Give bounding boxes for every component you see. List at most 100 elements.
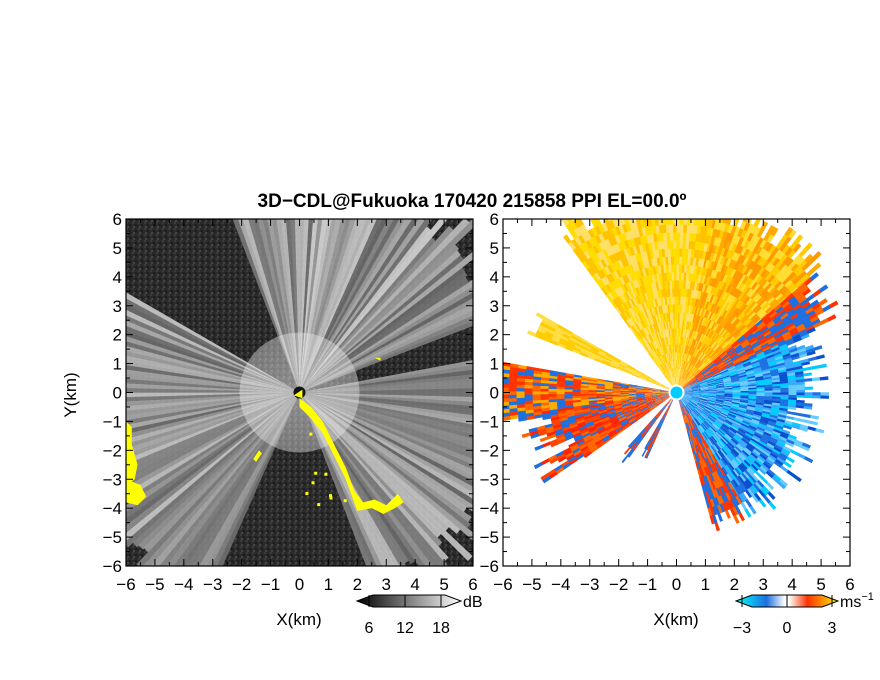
velocity-cell — [796, 389, 805, 393]
velocity-cell — [692, 420, 698, 428]
velocity-cell — [733, 496, 740, 506]
velocity-cell — [696, 405, 704, 412]
velocity-cell — [798, 311, 808, 319]
velocity-cell — [707, 447, 714, 456]
highlight-speck — [314, 471, 318, 475]
velocity-cell — [631, 406, 640, 412]
velocity-cell — [742, 460, 750, 469]
velocity-cell — [688, 321, 692, 330]
velocity-cell — [540, 399, 549, 404]
velocity-cell — [683, 396, 691, 402]
velocity-cell — [628, 316, 636, 326]
velocity-cell — [794, 439, 804, 446]
velocity-cell — [516, 388, 525, 392]
velocity-cell — [544, 426, 554, 432]
velocity-cell — [550, 336, 560, 344]
velocity-cell — [602, 419, 611, 425]
velocity-cell — [704, 194, 710, 203]
velocity-cell — [723, 343, 732, 351]
velocity-cell — [556, 379, 566, 383]
velocity-cell — [711, 353, 719, 361]
velocity-cell — [681, 256, 686, 265]
velocity-cell — [626, 308, 633, 318]
velocity-cell — [652, 396, 662, 400]
velocity-cell — [748, 395, 757, 398]
velocity-cell — [770, 370, 780, 375]
velocity-cell — [722, 446, 730, 455]
velocity-cell — [755, 429, 764, 436]
velocity-cell — [661, 385, 670, 390]
velocity-cell — [603, 275, 611, 285]
velocity-cell — [579, 427, 588, 433]
velocity-cell — [657, 356, 663, 365]
velocity-cell — [710, 455, 717, 464]
velocity-cell — [583, 436, 593, 443]
velocity-cell — [666, 361, 670, 370]
velocity-cell — [682, 288, 686, 297]
velocity-cell — [749, 439, 759, 446]
velocity-cell — [783, 460, 792, 469]
right-x-axis-label: X(km) — [653, 610, 698, 629]
velocity-cell — [697, 298, 702, 308]
velocity-cell — [640, 406, 649, 412]
velocity-cell — [676, 376, 678, 385]
velocity-cell — [692, 391, 701, 393]
velocity-cell — [727, 335, 735, 343]
velocity-cell — [731, 404, 740, 408]
velocity-cell — [732, 307, 740, 316]
velocity-cell — [712, 423, 721, 430]
velocity-cell — [738, 407, 748, 411]
velocity-cell — [718, 229, 725, 240]
velocity-cell — [661, 405, 667, 413]
velocity-cell — [724, 420, 733, 426]
velocity-cell — [688, 364, 694, 372]
velocity-cell — [734, 505, 742, 515]
velocity-cell — [743, 364, 753, 369]
velocity-cell — [722, 342, 731, 350]
velocity-cell — [773, 428, 783, 434]
velocity-cell — [756, 237, 764, 247]
velocity-cell — [680, 352, 683, 361]
velocity-cell — [593, 253, 601, 263]
colorbar-tick-label: 6 — [365, 620, 374, 637]
velocity-cell — [687, 280, 691, 290]
velocity-cell — [671, 360, 674, 369]
velocity-cell — [713, 287, 720, 297]
velocity-cell — [689, 365, 695, 373]
velocity-cell — [713, 444, 720, 453]
velocity-cell — [570, 445, 580, 453]
velocity-cell — [644, 390, 653, 392]
velocity-cell — [640, 319, 646, 329]
velocity-cell — [598, 409, 608, 414]
velocity-cell — [725, 249, 732, 259]
velocity-cell — [727, 366, 736, 371]
velocity-cell — [600, 417, 610, 422]
highlight-region — [374, 357, 381, 361]
velocity-cell — [780, 385, 789, 389]
velocity-cell — [639, 375, 648, 380]
velocity-cell — [666, 398, 672, 406]
velocity-cell — [638, 376, 648, 381]
velocity-cell — [582, 449, 591, 457]
velocity-cell — [643, 275, 649, 285]
velocity-cell — [717, 337, 725, 345]
velocity-cell — [687, 248, 692, 258]
velocity-cell — [636, 398, 646, 401]
velocity-cell — [685, 312, 689, 322]
velocity-cell — [630, 288, 637, 298]
velocity-cell — [629, 297, 636, 307]
velocity-cell — [565, 435, 574, 441]
velocity-cell — [711, 304, 717, 313]
velocity-cell — [620, 399, 630, 402]
velocity-cell — [736, 485, 744, 495]
velocity-cell — [686, 264, 690, 274]
x-tick-label: 0 — [295, 575, 304, 594]
velocity-cell — [637, 401, 647, 405]
velocity-cell — [734, 345, 743, 352]
velocity-cell — [681, 398, 688, 406]
velocity-cell — [671, 352, 674, 361]
velocity-cell — [701, 343, 707, 352]
velocity-cell — [715, 461, 722, 470]
velocity-cell — [780, 347, 790, 354]
velocity-cell — [695, 406, 703, 413]
